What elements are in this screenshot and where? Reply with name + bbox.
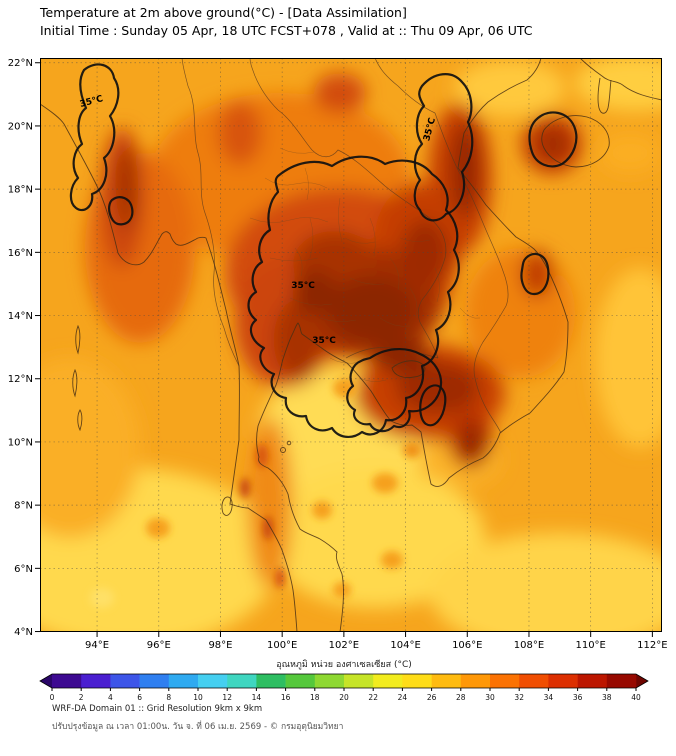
colorbar-segment [606, 674, 637, 688]
coastline-west-indochina [40, 103, 298, 632]
colorbar-left-arrow [40, 674, 52, 688]
colorbar-tick-label: 6 [137, 693, 142, 702]
lat-tick-label: 8°N [14, 501, 33, 512]
lon-tick-label: 102°E [329, 640, 359, 651]
footer-domain-info: WRF-DA Domain 01 :: Grid Resolution 9km … [52, 704, 263, 714]
colorbar-segment [227, 674, 257, 688]
colorbar-segment [168, 674, 199, 688]
colorbar-segment [577, 674, 608, 688]
colorbar-label: อุณหภูมิ หน่วย องศาเซลเซียส (°C) [276, 659, 412, 670]
contour-myanmar-small [108, 196, 134, 226]
colorbar-segment [402, 674, 432, 688]
colorbar-segment [52, 674, 82, 688]
figure-title: Temperature at 2m above ground(°C) - [Da… [40, 5, 407, 20]
hainan-island [541, 115, 610, 168]
map-figure-canvas: 35°C35°C35°C35°C 22°N20°N18°N16°N14°N12°… [8, 58, 668, 702]
colorbar-tick-label: 2 [79, 693, 84, 702]
lon-tick-label: 112°E [637, 640, 667, 651]
lon-tick-label: 106°E [452, 640, 482, 651]
temperature-contours-35c [69, 63, 578, 438]
colorbar-tick-label: 38 [602, 693, 612, 702]
colorbar-segment [460, 674, 491, 688]
colorbar-segment [519, 674, 549, 688]
lon-tick-label: 98°E [208, 640, 232, 651]
lon-tick-label: 108°E [514, 640, 544, 651]
coastline-china [579, 58, 662, 101]
phuket-island [221, 496, 233, 516]
colorbar-segment [373, 674, 403, 688]
lat-tick-label: 16°N [8, 248, 33, 259]
colorbar-tick-label: 12 [222, 693, 232, 702]
coastlines [40, 58, 662, 632]
contour-hainan [528, 111, 578, 168]
andaman-islands [72, 324, 83, 432]
colorbar-tick-label: 28 [456, 693, 466, 702]
leizhou-peninsula [597, 77, 612, 114]
lon-tick-label: 100°E [267, 640, 297, 651]
coastline-gulf-vietnam [256, 58, 569, 632]
province-borders [249, 147, 481, 382]
contour-cambodia [346, 348, 443, 433]
colorbar-tick-label: 0 [50, 693, 55, 702]
colorbar-segment [548, 674, 578, 688]
lon-tick-label: 96°E [147, 640, 171, 651]
colorbar-tick-label: 20 [339, 693, 349, 702]
colorbar-tick-label: 16 [281, 693, 291, 702]
colorbar-tick-label: 36 [573, 693, 583, 702]
samui-island [280, 447, 286, 453]
colorbar-tick-label: 4 [108, 693, 113, 702]
lon-tick-label: 110°E [575, 640, 605, 651]
contour-vietnam-coast-small [520, 252, 550, 296]
colorbar-right-arrow [636, 674, 648, 688]
colorbar-segment [139, 674, 170, 688]
figure-subtitle: Initial Time : Sunday 05 Apr, 18 UTC FCS… [40, 23, 533, 38]
colorbar-segment [285, 674, 316, 688]
colorbar-tick-label: 32 [514, 693, 524, 702]
lat-tick-label: 10°N [8, 437, 33, 448]
lat-tick-label: 20°N [8, 121, 33, 132]
footer-update-info: ปรับปรุงข้อมูล ณ เวลา 01:00น. วัน จ. ที่… [52, 722, 344, 732]
lon-tick-label: 104°E [390, 640, 420, 651]
colorbar-tick-label: 10 [193, 693, 203, 702]
contour-central-indochina [247, 155, 460, 438]
axis-layer: 22°N 20°N 18°N 16°N 14°N 12°N 10°N 8°N 6°N 4°N 94°… [8, 58, 668, 651]
colorbar-segment [256, 674, 286, 688]
contour-label-layer: 35°C35°C35°C35°C [79, 94, 438, 346]
contour-35c-label: 35°C [312, 336, 336, 346]
colorbar-tick-label: 40 [631, 693, 641, 702]
colorbar-segment [344, 674, 374, 688]
lat-tick-label: 4°N [14, 627, 33, 638]
phangan-island [286, 440, 292, 446]
colorbar-tick-label: 34 [544, 693, 554, 702]
colorbar-tick-label: 22 [368, 693, 378, 702]
colorbar-tick-label: 8 [166, 693, 171, 702]
map-plot: 35°C35°C35°C35°C [40, 58, 662, 632]
colorbar-tick-label: 30 [485, 693, 495, 702]
colorbar-tick-label: 24 [398, 693, 408, 702]
contour-35c-label: 35°C [291, 281, 315, 291]
colorbar-segment [110, 674, 140, 688]
country-borders [181, 58, 509, 434]
colorbar-segment [490, 674, 520, 688]
lon-tick-label: 94°E [85, 640, 109, 651]
lat-tick-label: 22°N [8, 58, 33, 69]
contour-north-vietnam [413, 73, 474, 222]
contour-south-vietnam [419, 384, 447, 427]
colorbar-segment [431, 674, 462, 688]
contour-myanmar [69, 63, 120, 212]
lat-tick-label: 14°N [8, 311, 33, 322]
lat-tick-label: 12°N [8, 374, 33, 385]
colorbar-tick-label: 26 [427, 693, 437, 702]
colorbar-tick-label: 14 [252, 693, 262, 702]
colorbar-tick-label: 18 [310, 693, 320, 702]
colorbar-segment [81, 674, 111, 688]
lat-tick-label: 6°N [14, 564, 33, 575]
plot-frame [40, 58, 662, 632]
colorbar-segment [314, 674, 345, 688]
lat-tick-label: 18°N [8, 185, 33, 196]
colorbar: อุณหภูมิ หน่วย องศาเซลเซียส (°C)0 2 4 6 8 10 1… [39, 659, 649, 702]
colorbar-segment [198, 674, 228, 688]
